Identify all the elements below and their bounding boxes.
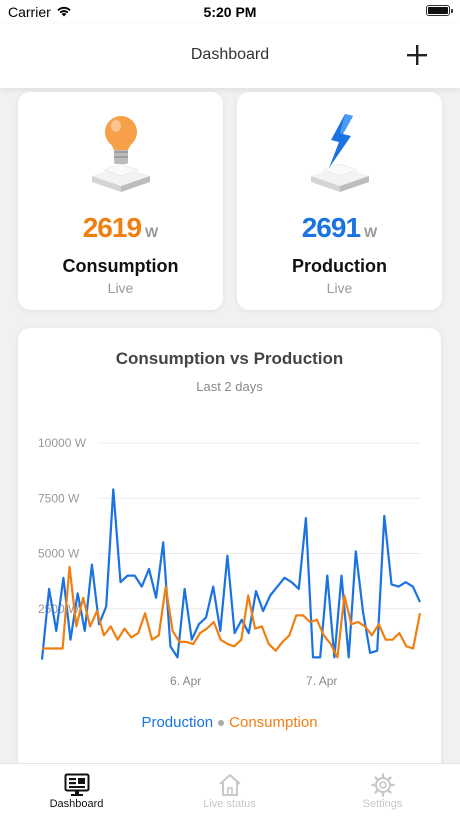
- production-label: Production: [292, 256, 387, 276]
- tab-live-status-label: Live status: [203, 798, 256, 810]
- chart-card: Consumption vs Production Last 2 days 10…: [18, 328, 441, 778]
- x-tick-label: 7. Apr: [306, 674, 337, 688]
- series-line-consumption: [42, 565, 422, 659]
- production-unit: W: [364, 224, 378, 240]
- tab-bar: Dashboard Live status Settings: [0, 763, 460, 819]
- production-reading: 2691 W: [237, 212, 442, 244]
- x-tick-label: 6. Apr: [170, 674, 201, 688]
- tab-settings-label: Settings: [362, 798, 403, 810]
- legend-separator: [218, 720, 225, 727]
- y-tick-label: 5000 W: [38, 547, 80, 561]
- legend-consumption[interactable]: Consumption: [229, 714, 318, 731]
- navigation-bar: Dashboard: [0, 24, 460, 88]
- lightning-bolt-icon: [311, 114, 369, 192]
- status-bar: Carrier 5:20 PM: [0, 0, 460, 24]
- consumption-live-label: Live: [107, 280, 134, 296]
- add-button[interactable]: [402, 40, 432, 70]
- home-icon: [219, 774, 241, 796]
- legend-production[interactable]: Production: [141, 714, 214, 731]
- consumption-card[interactable]: 2619 W Consumption Live: [18, 92, 223, 310]
- wifi-icon: [57, 6, 71, 17]
- consumption-unit: W: [145, 224, 159, 240]
- consumption-label: Consumption: [62, 256, 179, 276]
- y-tick-label: 10000 W: [38, 436, 87, 450]
- page-title: Dashboard: [190, 46, 270, 63]
- production-live-label: Live: [326, 280, 353, 296]
- chart-title: Consumption vs Production: [115, 349, 344, 368]
- y-tick-label: 7500 W: [38, 491, 80, 505]
- lightbulb-icon: [92, 116, 150, 192]
- tab-settings[interactable]: Settings: [306, 764, 459, 819]
- tab-dashboard-label: Dashboard: [49, 798, 104, 810]
- production-card[interactable]: 2691 W Production Live: [237, 92, 442, 310]
- battery-icon: [426, 5, 453, 16]
- dashboard-icon: [64, 773, 90, 796]
- tab-live-status[interactable]: Live status: [153, 764, 306, 819]
- chart-legend: Production Consumption: [18, 714, 441, 731]
- tab-dashboard[interactable]: Dashboard: [0, 764, 153, 819]
- consumption-value: 2619: [82, 212, 142, 243]
- clock: 5:20 PM: [203, 4, 257, 20]
- series-line-production: [40, 488, 422, 660]
- production-value: 2691: [301, 212, 361, 243]
- consumption-reading: 2619 W: [18, 212, 223, 244]
- gear-icon: [371, 773, 395, 797]
- carrier-label: Carrier: [8, 4, 51, 20]
- chart-subtitle: Last 2 days: [196, 379, 263, 394]
